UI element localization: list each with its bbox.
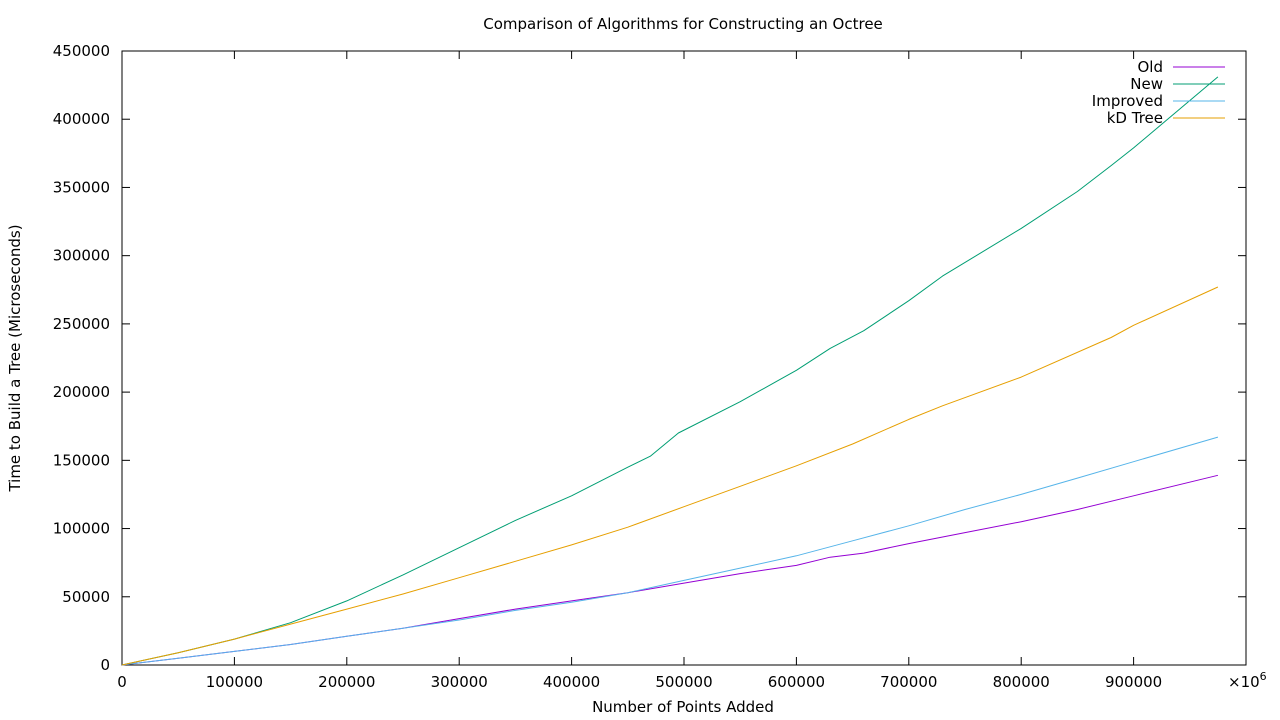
series-line-improved [121,436,1219,666]
x-tick-label: 600000 [768,673,825,691]
x-tick-label: 700000 [880,673,937,691]
y-tick-label: 350000 [53,178,110,196]
x-tick-label: 100000 [206,673,263,691]
y-axis-label: Time to Build a Tree (Microseconds) [6,224,24,492]
x-multiplier-label: ×106 [1228,670,1267,691]
y-tick-label: 100000 [53,520,110,538]
x-tick-label: 900000 [1105,673,1162,691]
chart-title: Comparison of Algorithms for Constructin… [483,15,883,33]
legend-label-new: New [1130,75,1163,93]
y-tick-label: 50000 [62,588,110,606]
y-tick-label: 150000 [53,451,110,469]
x-axis-label: Number of Points Added [592,698,774,716]
y-tick-label: 0 [100,656,110,674]
y-tick-label: 250000 [53,315,110,333]
y-tick-label: 400000 [53,110,110,128]
series-line-kd-tree [121,286,1219,666]
legend-label-old: Old [1138,58,1164,76]
series-line-old [121,474,1219,666]
x-multiplier-exponent: 6 [1260,670,1267,683]
series-line-new [121,76,1219,666]
y-tick-label: 300000 [53,247,110,265]
plot-frame [121,50,1247,666]
plot-area: 0 100000 200000 300000 400000 500000 600000 700… [53,42,1267,691]
y-tick-label: 200000 [53,383,110,401]
x-tick-label: 0 [117,673,127,691]
x-tick-label: 300000 [431,673,488,691]
y-tick-label: 450000 [53,42,110,60]
legend-label-kd-tree: kD Tree [1107,109,1163,127]
x-tick-label: 500000 [655,673,712,691]
legend-label-improved: Improved [1092,92,1163,110]
x-tick-label: 400000 [543,673,600,691]
x-tick-label: 200000 [318,673,375,691]
x-tick-label: 800000 [993,673,1050,691]
